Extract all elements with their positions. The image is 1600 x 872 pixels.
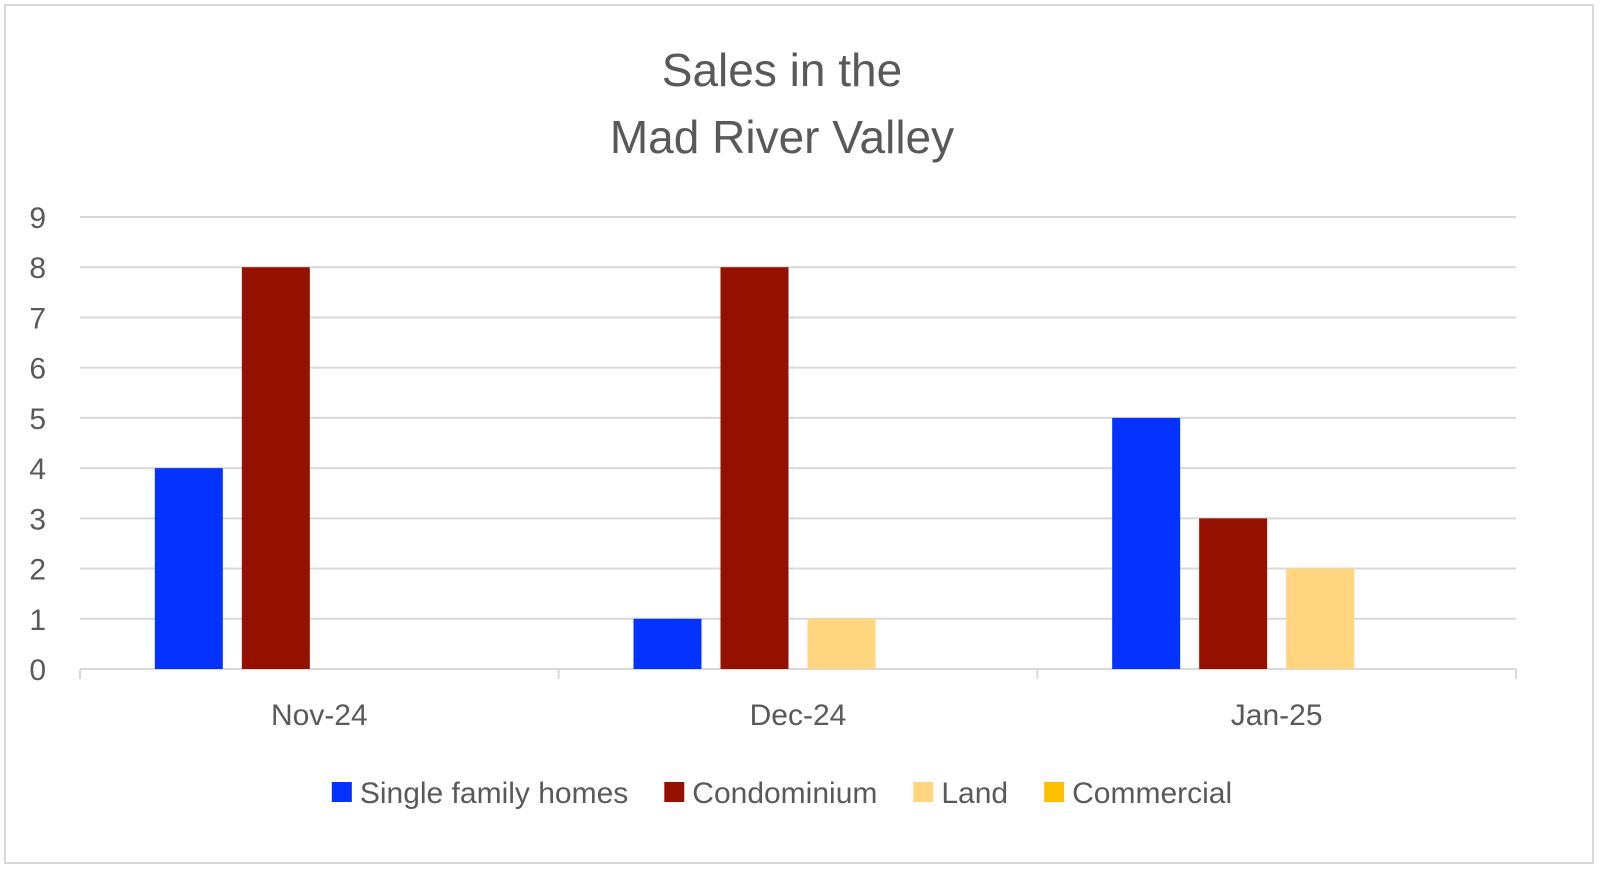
- bar-land-dec-24: [807, 618, 876, 669]
- bar-condominium-nov-24: [241, 267, 310, 669]
- legend-label-commercial: Commercial: [1072, 777, 1232, 810]
- y-tick-label: 0: [29, 654, 46, 687]
- y-tick-label: 7: [29, 302, 46, 335]
- chart-title-line-2: Mad River Valley: [610, 111, 954, 163]
- x-tick-label: Jan-25: [1231, 699, 1323, 732]
- legend-swatch-commercial: [1044, 782, 1065, 802]
- bar-condominium-jan-25: [1199, 518, 1268, 669]
- chart-title-line-1: Sales in the: [662, 44, 902, 96]
- bar-land-jan-25: [1286, 568, 1355, 669]
- y-tick-label: 1: [29, 604, 46, 637]
- bar-condominium-dec-24: [720, 267, 789, 669]
- y-tick-label: 6: [29, 353, 46, 386]
- legend-label-land: Land: [941, 777, 1008, 810]
- y-tick-label: 9: [29, 202, 46, 235]
- y-tick-label: 4: [29, 453, 46, 486]
- legend-label-condominium: Condominium: [692, 777, 877, 810]
- x-tick-label: Dec-24: [750, 699, 847, 732]
- bar-single-family-homes-nov-24: [154, 468, 223, 669]
- y-tick-label: 3: [29, 503, 46, 536]
- legend-swatch-condominium: [664, 782, 685, 802]
- legend-swatch-single-family-homes: [331, 782, 352, 802]
- legend-swatch-land: [913, 782, 934, 802]
- x-tick-label: Nov-24: [271, 699, 368, 732]
- y-tick-label: 2: [29, 554, 46, 587]
- bar-single-family-homes-dec-24: [633, 618, 702, 669]
- legend-label-single-family-homes: Single family homes: [360, 777, 628, 810]
- y-tick-label: 8: [29, 252, 46, 285]
- bar-single-family-homes-jan-25: [1112, 417, 1181, 669]
- y-tick-label: 5: [29, 403, 46, 436]
